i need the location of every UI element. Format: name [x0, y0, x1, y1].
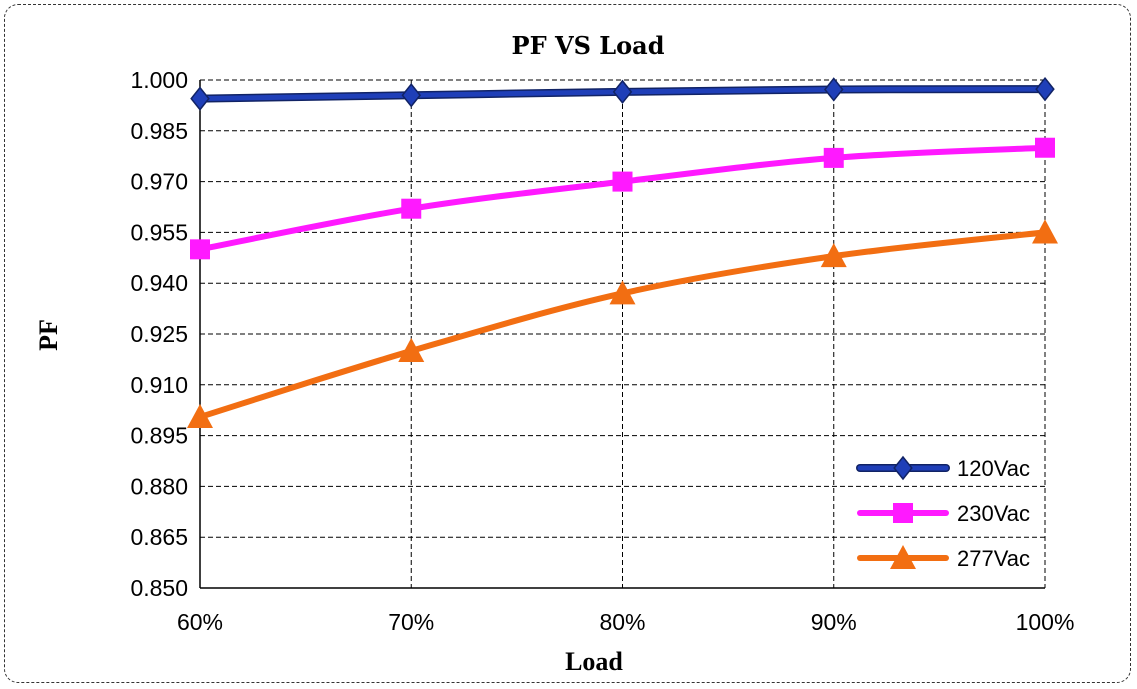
- x-tick-label: 60%: [177, 609, 223, 635]
- legend-item: 120Vac: [856, 455, 1030, 481]
- chart-frame: [4, 4, 1131, 683]
- data-point: [190, 86, 210, 111]
- data-point: [1035, 137, 1055, 158]
- data-point: [823, 147, 844, 168]
- legend-swatch-marker: [893, 503, 913, 523]
- data-point: [401, 83, 422, 108]
- chart-title: PF VS Load: [512, 31, 665, 60]
- y-tick-label: 0.940: [130, 270, 188, 296]
- series-230vac: [190, 137, 1055, 260]
- legend-swatch-marker: [890, 545, 916, 570]
- y-tick-label: 0.880: [130, 473, 188, 499]
- data-point: [187, 403, 213, 429]
- data-point: [823, 77, 844, 102]
- y-axis-title: PF: [34, 319, 63, 351]
- y-tick-label: 0.970: [130, 169, 188, 195]
- data-point: [401, 198, 422, 219]
- x-tick-label: 100%: [1016, 609, 1075, 635]
- series-layer: [187, 76, 1058, 429]
- legend-label: 277Vac: [957, 546, 1030, 571]
- legend-item: 230Vac: [857, 501, 1030, 526]
- legend-swatch-marker: [893, 455, 913, 481]
- x-axis-title: Load: [565, 647, 623, 676]
- data-point: [609, 280, 636, 305]
- y-tick-label: 0.910: [130, 372, 188, 398]
- data-point: [190, 239, 210, 260]
- data-point: [1035, 76, 1055, 102]
- x-tick-label: 80%: [599, 609, 645, 635]
- y-tick-label: 0.955: [130, 219, 188, 245]
- x-tick-label: 70%: [388, 609, 434, 635]
- legend-label: 230Vac: [957, 501, 1030, 526]
- data-point: [820, 243, 847, 268]
- data-point: [1032, 219, 1058, 244]
- y-tick-label: 0.850: [130, 575, 188, 601]
- y-tick-label: 0.865: [130, 524, 188, 550]
- y-tick-label: 0.985: [130, 118, 188, 144]
- data-point: [612, 171, 633, 192]
- y-tick-label: 0.925: [130, 321, 188, 347]
- series-277vac: [187, 219, 1058, 429]
- legend-item: 277Vac: [857, 545, 1030, 571]
- axes-layer: [199, 79, 1046, 589]
- data-point: [612, 79, 633, 105]
- legend: 120Vac 230Vac 277Vac: [856, 455, 1030, 571]
- legend-label: 120Vac: [957, 456, 1030, 481]
- series-120vac: [190, 76, 1055, 111]
- ticks-layer: 0.850 0.865 0.880 0.895 0.910 0.925 0.940 0.955…: [130, 67, 1074, 635]
- y-tick-label: 1.000: [130, 67, 188, 93]
- x-tick-label: 90%: [811, 609, 857, 635]
- data-point: [398, 337, 425, 362]
- y-tick-label: 0.895: [130, 423, 188, 449]
